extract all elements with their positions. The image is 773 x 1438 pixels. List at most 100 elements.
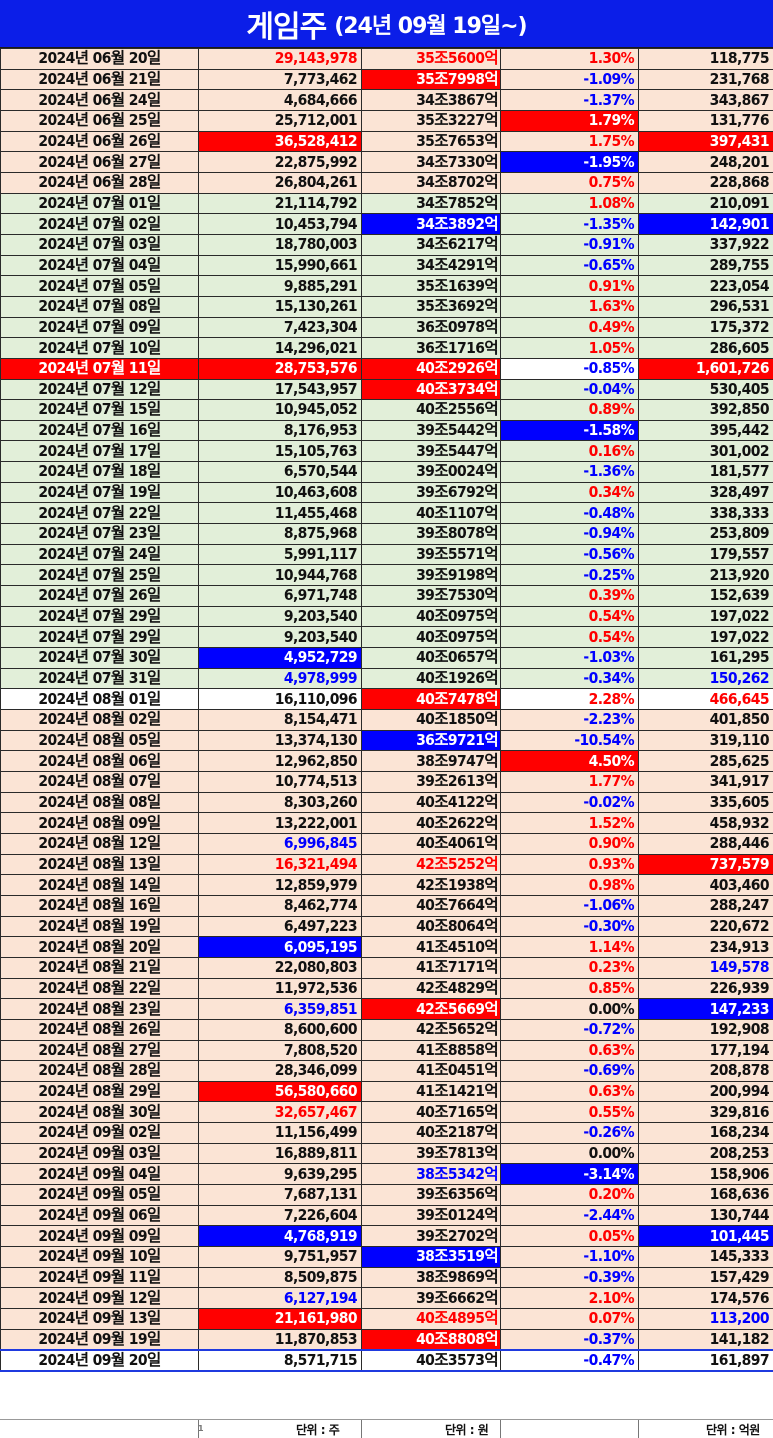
volume-cell[interactable]: 12,859,979 xyxy=(199,875,362,896)
date-cell[interactable]: 2024년 08월 12일 xyxy=(1,833,199,854)
trade-amount-cell[interactable]: 401,850 xyxy=(639,710,773,731)
trade-amount-cell[interactable]: 174,576 xyxy=(639,1288,773,1309)
change-pct-cell[interactable]: -0.26% xyxy=(501,1123,639,1144)
market-cap-cell[interactable]: 40조1850억 xyxy=(362,710,501,731)
date-cell[interactable]: 2024년 07월 29일 xyxy=(1,606,199,627)
market-cap-cell[interactable]: 39조6792억 xyxy=(362,482,501,503)
date-cell[interactable]: 2024년 08월 13일 xyxy=(1,854,199,875)
date-cell[interactable]: 2024년 09월 06일 xyxy=(1,1205,199,1226)
date-cell[interactable]: 2024년 07월 29일 xyxy=(1,627,199,648)
trade-amount-cell[interactable]: 208,253 xyxy=(639,1143,773,1164)
market-cap-cell[interactable]: 39조9198억 xyxy=(362,565,501,586)
market-cap-cell[interactable]: 42조5652억 xyxy=(362,1019,501,1040)
market-cap-cell[interactable]: 40조2622억 xyxy=(362,813,501,834)
change-pct-cell[interactable]: 1.08% xyxy=(501,193,639,214)
market-cap-cell[interactable]: 35조7998억 xyxy=(362,69,501,90)
change-pct-cell[interactable]: -0.48% xyxy=(501,503,639,524)
change-pct-cell[interactable]: 0.75% xyxy=(501,172,639,193)
market-cap-cell[interactable]: 39조5442억 xyxy=(362,420,501,441)
trade-amount-cell[interactable]: 177,194 xyxy=(639,1040,773,1061)
trade-amount-cell[interactable]: 289,755 xyxy=(639,255,773,276)
trade-amount-cell[interactable]: 168,234 xyxy=(639,1123,773,1144)
change-pct-cell[interactable]: 0.90% xyxy=(501,833,639,854)
volume-cell[interactable]: 17,543,957 xyxy=(199,379,362,400)
trade-amount-cell[interactable]: 403,460 xyxy=(639,875,773,896)
date-cell[interactable]: 2024년 08월 19일 xyxy=(1,916,199,937)
volume-cell[interactable]: 36,528,412 xyxy=(199,131,362,152)
date-cell[interactable]: 2024년 09월 04일 xyxy=(1,1164,199,1185)
change-pct-cell[interactable]: 1.05% xyxy=(501,338,639,359)
trade-amount-cell[interactable]: 737,579 xyxy=(639,854,773,875)
trade-amount-cell[interactable]: 337,922 xyxy=(639,234,773,255)
trade-amount-cell[interactable]: 343,867 xyxy=(639,90,773,111)
volume-cell[interactable]: 22,875,992 xyxy=(199,152,362,173)
change-pct-cell[interactable]: -1.58% xyxy=(501,420,639,441)
volume-cell[interactable]: 8,875,968 xyxy=(199,524,362,545)
change-pct-cell[interactable]: -0.47% xyxy=(501,1350,639,1371)
change-pct-cell[interactable]: 0.07% xyxy=(501,1309,639,1330)
change-pct-cell[interactable]: 0.16% xyxy=(501,441,639,462)
market-cap-cell[interactable]: 40조3573억 xyxy=(362,1350,501,1371)
volume-cell[interactable]: 6,095,195 xyxy=(199,937,362,958)
volume-cell[interactable]: 7,226,604 xyxy=(199,1205,362,1226)
change-pct-cell[interactable]: -0.37% xyxy=(501,1329,639,1350)
trade-amount-cell[interactable]: 161,897 xyxy=(639,1350,773,1371)
volume-cell[interactable]: 8,154,471 xyxy=(199,710,362,731)
trade-amount-cell[interactable]: 113,200 xyxy=(639,1309,773,1330)
date-cell[interactable]: 2024년 09월 05일 xyxy=(1,1185,199,1206)
volume-cell[interactable]: 15,130,261 xyxy=(199,296,362,317)
date-cell[interactable]: 2024년 07월 15일 xyxy=(1,400,199,421)
change-pct-cell[interactable]: -1.36% xyxy=(501,462,639,483)
trade-amount-cell[interactable]: 223,054 xyxy=(639,276,773,297)
market-cap-cell[interactable]: 36조0978억 xyxy=(362,317,501,338)
market-cap-cell[interactable]: 38조5342억 xyxy=(362,1164,501,1185)
market-cap-cell[interactable]: 40조0975억 xyxy=(362,627,501,648)
change-pct-cell[interactable]: -0.85% xyxy=(501,358,639,379)
date-cell[interactable]: 2024년 09월 09일 xyxy=(1,1226,199,1247)
date-cell[interactable]: 2024년 07월 26일 xyxy=(1,586,199,607)
change-pct-cell[interactable]: 0.39% xyxy=(501,586,639,607)
volume-cell[interactable]: 14,296,021 xyxy=(199,338,362,359)
trade-amount-cell[interactable]: 220,672 xyxy=(639,916,773,937)
market-cap-cell[interactable]: 34조3867억 xyxy=(362,90,501,111)
date-cell[interactable]: 2024년 07월 04일 xyxy=(1,255,199,276)
date-cell[interactable]: 2024년 08월 08일 xyxy=(1,792,199,813)
trade-amount-cell[interactable]: 296,531 xyxy=(639,296,773,317)
market-cap-cell[interactable]: 42조5252억 xyxy=(362,854,501,875)
market-cap-cell[interactable]: 38조9747억 xyxy=(362,751,501,772)
date-cell[interactable]: 2024년 07월 08일 xyxy=(1,296,199,317)
market-cap-cell[interactable]: 39조7530억 xyxy=(362,586,501,607)
market-cap-cell[interactable]: 40조4122억 xyxy=(362,792,501,813)
date-cell[interactable]: 2024년 06월 27일 xyxy=(1,152,199,173)
volume-cell[interactable]: 13,222,001 xyxy=(199,813,362,834)
trade-amount-cell[interactable]: 392,850 xyxy=(639,400,773,421)
market-cap-cell[interactable]: 38조9869억 xyxy=(362,1267,501,1288)
change-pct-cell[interactable]: 1.77% xyxy=(501,771,639,792)
volume-cell[interactable]: 6,497,223 xyxy=(199,916,362,937)
trade-amount-cell[interactable]: 130,744 xyxy=(639,1205,773,1226)
volume-cell[interactable]: 10,944,768 xyxy=(199,565,362,586)
date-cell[interactable]: 2024년 06월 20일 xyxy=(1,49,199,70)
volume-cell[interactable]: 11,455,468 xyxy=(199,503,362,524)
change-pct-cell[interactable]: -1.09% xyxy=(501,69,639,90)
change-pct-cell[interactable]: -3.14% xyxy=(501,1164,639,1185)
market-cap-cell[interactable]: 35조7653억 xyxy=(362,131,501,152)
change-pct-cell[interactable]: -1.06% xyxy=(501,895,639,916)
date-cell[interactable]: 2024년 07월 22일 xyxy=(1,503,199,524)
volume-cell[interactable]: 7,423,304 xyxy=(199,317,362,338)
volume-cell[interactable]: 28,753,576 xyxy=(199,358,362,379)
market-cap-cell[interactable]: 40조3734억 xyxy=(362,379,501,400)
market-cap-cell[interactable]: 38조3519억 xyxy=(362,1247,501,1268)
trade-amount-cell[interactable]: 328,497 xyxy=(639,482,773,503)
market-cap-cell[interactable]: 39조6662억 xyxy=(362,1288,501,1309)
date-cell[interactable]: 2024년 09월 02일 xyxy=(1,1123,199,1144)
change-pct-cell[interactable]: -2.44% xyxy=(501,1205,639,1226)
trade-amount-cell[interactable]: 157,429 xyxy=(639,1267,773,1288)
date-cell[interactable]: 2024년 08월 21일 xyxy=(1,957,199,978)
trade-amount-cell[interactable]: 301,002 xyxy=(639,441,773,462)
trade-amount-cell[interactable]: 530,405 xyxy=(639,379,773,400)
trade-amount-cell[interactable]: 181,577 xyxy=(639,462,773,483)
market-cap-cell[interactable]: 40조4895억 xyxy=(362,1309,501,1330)
trade-amount-cell[interactable]: 288,446 xyxy=(639,833,773,854)
date-cell[interactable]: 2024년 07월 31일 xyxy=(1,668,199,689)
